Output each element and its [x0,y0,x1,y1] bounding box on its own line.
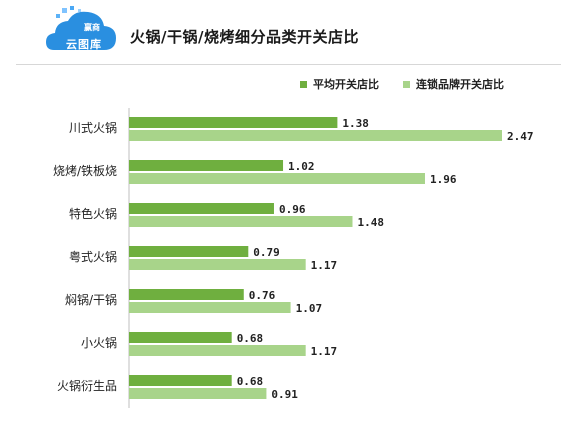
category-label: 火锅衍生品 [57,378,117,393]
bar-series2 [129,345,306,356]
data-label-series2: 1.96 [430,173,457,186]
data-label-series2: 1.07 [296,302,323,315]
data-label-series2: 1.17 [311,345,338,358]
bar-series1 [129,160,284,171]
legend-swatch-series1 [300,80,307,88]
data-label-series1: 0.76 [249,289,276,302]
bar-series1 [129,332,232,343]
data-label-series1: 0.79 [253,246,280,259]
bar-series2 [129,216,353,227]
logo-text-top: 赢商 [84,23,100,32]
data-label-series2: 0.91 [271,388,298,401]
bar-series2 [129,302,291,313]
bar-series2 [129,388,267,399]
bar-series2 [129,259,306,270]
data-label-series1: 0.96 [279,203,306,216]
data-label-series1: 1.02 [288,160,315,173]
category-label: 粤式火锅 [69,249,117,264]
header-divider [16,14,561,65]
legend-label-series2: 连锁品牌开关店比 [416,78,504,91]
category-label: 烧烤/铁板烧 [53,163,117,178]
legend-item-series2: 连锁品牌开关店比 [403,76,504,92]
legend-item-series1: 平均开关店比 [300,76,379,92]
logo-icon [46,6,116,51]
bar-series2 [129,130,502,141]
bar-series2 [129,173,425,184]
legend-swatch-series2 [403,80,410,88]
bar-series1 [129,375,232,386]
data-label-series1: 1.38 [342,117,369,130]
data-label-series2: 1.48 [357,216,384,229]
bar-series1 [129,203,274,214]
chart-legend: 平均开关店比 连锁品牌开关店比 [300,76,522,92]
legend-label-series1: 平均开关店比 [313,78,379,91]
bar-series1 [129,289,244,300]
data-label-series2: 1.17 [311,259,338,272]
data-label-series1: 0.68 [237,332,264,345]
bar-series1 [129,117,338,128]
data-label-series1: 0.68 [237,375,264,388]
category-label: 川式火锅 [69,120,117,135]
bar-series1 [129,246,249,257]
category-label: 小火锅 [81,335,117,350]
data-label-series2: 2.47 [507,130,534,143]
category-label: 特色火锅 [69,206,117,221]
page-title: 火锅/干锅/烧烤细分品类开关店比 [130,28,359,46]
category-label: 焖锅/干锅 [65,292,117,307]
logo-text-bottom: 云图库 [66,38,102,51]
